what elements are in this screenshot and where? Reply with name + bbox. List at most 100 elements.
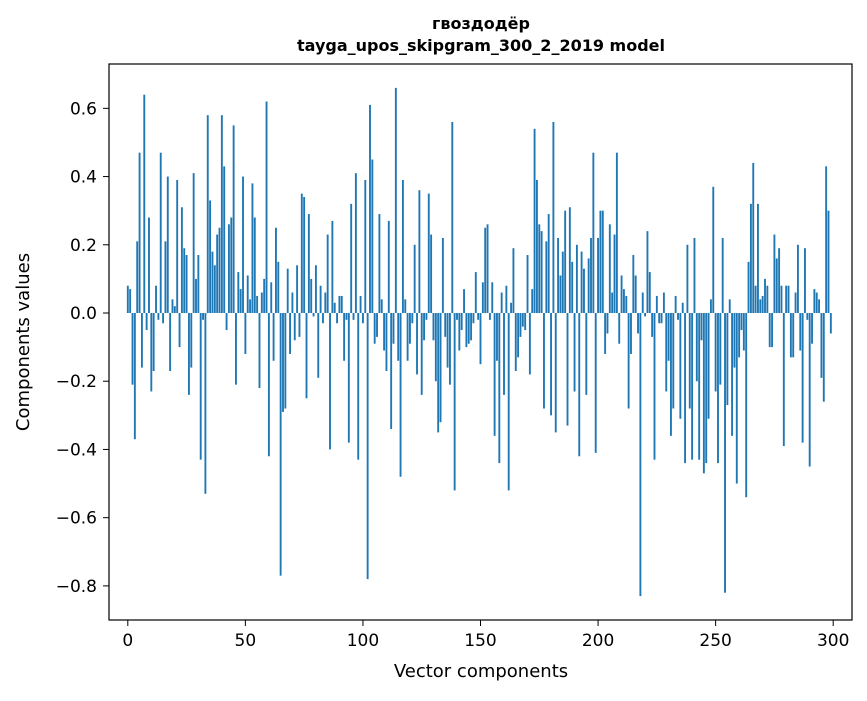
bar <box>329 313 331 450</box>
bar <box>209 200 212 313</box>
bar <box>512 248 515 314</box>
bar <box>717 313 719 464</box>
bar <box>275 227 277 314</box>
bar <box>528 313 531 375</box>
bar <box>672 313 675 409</box>
chart-subtitle: tayga_upos_skipgram_300_2_2019 model <box>297 36 665 55</box>
y-axis-ticks: −0.8 −0.6 −0.4 −0.2 0.0 0.2 0.4 0.6 <box>56 99 109 597</box>
bar <box>178 313 181 348</box>
bar <box>314 265 317 313</box>
bar <box>218 227 221 314</box>
bar <box>394 87 397 314</box>
bar <box>818 299 821 313</box>
bar <box>597 237 599 313</box>
bar <box>331 220 334 314</box>
bar <box>811 313 813 344</box>
bar <box>627 313 630 409</box>
bar <box>204 313 207 494</box>
bar <box>615 152 618 314</box>
bar <box>345 313 348 320</box>
bar <box>387 220 390 314</box>
y-tick-label: 0.6 <box>70 99 97 119</box>
bar <box>759 299 762 313</box>
bar <box>270 282 273 314</box>
bar <box>126 285 129 314</box>
y-tick-label: −0.4 <box>56 440 97 460</box>
bar <box>778 248 781 314</box>
bar <box>298 313 301 337</box>
bars-group <box>126 87 832 597</box>
x-axis-ticks: 0 50 100 150 200 250 300 <box>122 620 849 651</box>
bar <box>653 313 656 460</box>
bar <box>289 313 291 354</box>
bar <box>300 193 303 314</box>
bar <box>731 313 734 436</box>
bar <box>272 313 275 361</box>
bar <box>630 313 632 354</box>
bar <box>799 313 802 351</box>
bar <box>223 166 226 313</box>
bar <box>681 302 684 313</box>
bar <box>211 251 214 314</box>
bar <box>503 313 505 395</box>
bar <box>253 217 256 314</box>
bar <box>246 275 249 313</box>
bar <box>771 313 773 348</box>
bar <box>540 231 543 314</box>
bar <box>552 121 555 314</box>
bar <box>500 292 503 314</box>
bar <box>794 292 797 314</box>
bar <box>622 289 625 314</box>
bar <box>279 313 282 576</box>
bar <box>641 292 644 314</box>
bar <box>662 292 665 314</box>
bar <box>547 214 550 314</box>
bar <box>265 101 268 314</box>
bar <box>557 237 560 313</box>
x-tick-label: 0 <box>122 631 133 651</box>
bar <box>350 203 353 313</box>
x-tick-label: 100 <box>347 631 379 651</box>
bar <box>677 313 679 320</box>
bar <box>456 313 458 320</box>
bar <box>324 292 327 314</box>
bar <box>695 313 698 382</box>
bar <box>202 313 204 320</box>
bar <box>232 125 235 314</box>
x-tick-label: 200 <box>582 631 614 651</box>
y-axis-label: Components values <box>13 253 34 431</box>
bar <box>625 295 628 314</box>
bar <box>470 313 473 341</box>
bar <box>291 292 294 314</box>
bar <box>575 244 578 314</box>
bar <box>416 313 418 375</box>
bar <box>568 207 571 313</box>
bar <box>766 285 769 314</box>
bar <box>660 313 663 324</box>
bar <box>519 313 522 337</box>
bar <box>430 234 433 313</box>
bar <box>644 313 647 317</box>
bar <box>764 278 766 314</box>
bar <box>693 237 696 313</box>
bar <box>524 313 527 331</box>
bar <box>418 190 421 314</box>
bar <box>235 313 237 385</box>
bar <box>740 313 743 331</box>
bar <box>735 313 738 484</box>
bar <box>425 313 428 320</box>
bar <box>152 313 155 371</box>
bar <box>585 313 588 395</box>
bar <box>197 255 200 314</box>
bar <box>646 231 649 314</box>
bar <box>655 295 658 314</box>
bar <box>171 299 174 313</box>
bar <box>543 313 545 409</box>
bar <box>467 313 470 344</box>
bar <box>613 234 616 313</box>
bar <box>738 313 741 358</box>
bar <box>707 313 710 419</box>
bar <box>789 313 792 358</box>
bar <box>380 299 383 313</box>
